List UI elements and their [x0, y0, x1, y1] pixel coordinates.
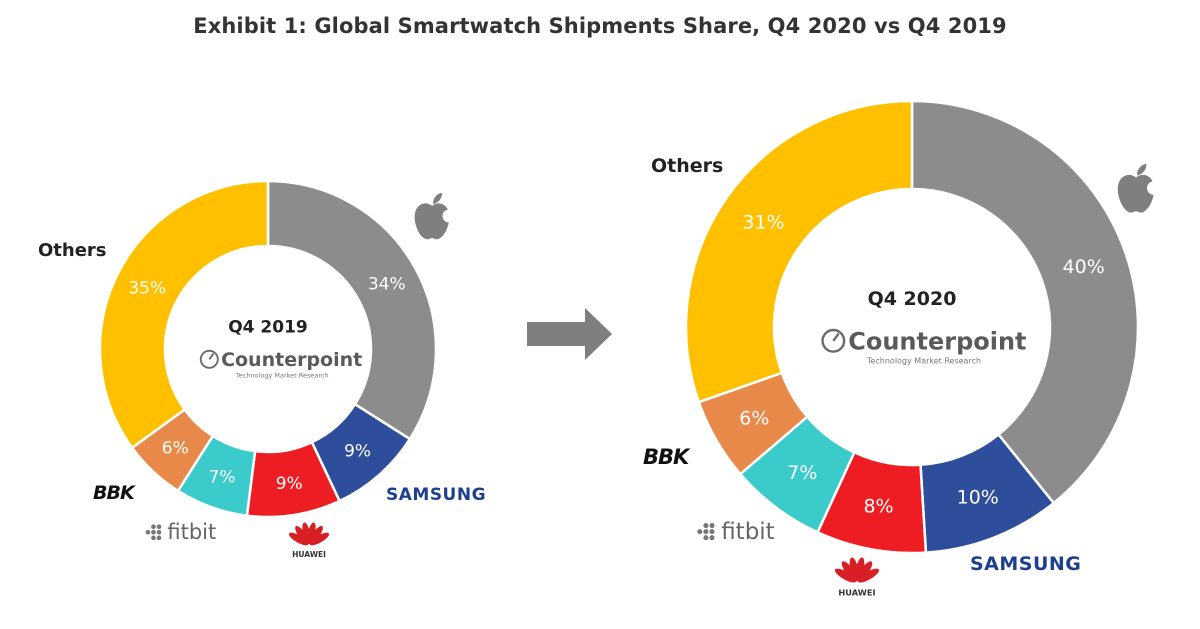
brand-huawei-2020: HUAWEI	[838, 587, 875, 597]
brand-huawei-2019-mark	[288, 522, 330, 546]
slice-label-others: 31%	[742, 211, 784, 233]
brand-huawei-2019: HUAWEI	[292, 550, 326, 559]
brand-fitbit-2020: fitbit	[721, 519, 775, 545]
slice-label-fitbit: 7%	[209, 467, 236, 487]
arrow-icon	[527, 308, 612, 360]
chart-title: Exhibit 1: Global Smartwatch Shipments S…	[193, 14, 1007, 38]
donut-q4-2019: 34% 9% 9% 7% 6% 35% Q4 2019 CounterpointTechnol…	[98, 179, 438, 519]
brand-samsung-2020: SAMSUNG	[970, 553, 1081, 575]
svg-text:Counterpoint: Counterpoint	[221, 349, 362, 371]
slice-label-others: 35%	[128, 278, 166, 298]
slice-apple	[910, 99, 1140, 505]
brand-samsung-2019: SAMSUNG	[386, 485, 486, 505]
donut-center-title: Q4 2020	[868, 288, 957, 310]
slice-label-fitbit: 7%	[787, 462, 817, 484]
slice-label-apple: 34%	[368, 275, 406, 295]
slice-others	[98, 179, 270, 450]
brand-fitbit-2019: fitbit	[167, 520, 216, 544]
svg-text:Technology Market Research: Technology Market Research	[235, 371, 329, 379]
svg-text:Technology Market Research: Technology Market Research	[866, 357, 981, 366]
apple-logo-2019	[414, 193, 456, 240]
svg-text:Counterpoint: Counterpoint	[848, 327, 1026, 355]
slice-label-samsung: 10%	[957, 486, 999, 508]
apple-logo-2020	[1117, 163, 1161, 213]
brand-bbk-2019: BBK	[93, 482, 136, 504]
slice-others	[684, 99, 914, 404]
brand-bbk-2020: BBK	[643, 445, 691, 469]
donut-center-title: Q4 2019	[228, 318, 308, 338]
brand-others-2019: Others	[38, 240, 107, 261]
donut-q4-2020: 40% 10% 8% 7% 6% 31% Q4 2020 Counterpoint Techno…	[684, 99, 1140, 555]
brand-huawei-2020-mark	[834, 557, 880, 583]
slice-label-samsung: 9%	[344, 442, 371, 462]
slice-label-apple: 40%	[1063, 256, 1105, 278]
counterpoint-logo: Counterpoint Technology Market Research	[821, 327, 1027, 366]
brand-fitbit-2019-mark	[145, 524, 162, 541]
slice-label-bbk: 6%	[162, 439, 189, 459]
slice-label-huawei: 9%	[276, 474, 303, 494]
slice-label-bbk: 6%	[739, 408, 769, 430]
slice-label-huawei: 8%	[863, 496, 893, 518]
brand-others-2020: Others	[651, 155, 723, 177]
brand-labels: Others Others SAMSUNG SAMSUNG BBK BBK fitbit fi…	[38, 155, 1161, 597]
slice-apple	[266, 179, 438, 441]
brand-fitbit-2020-mark	[697, 523, 715, 541]
